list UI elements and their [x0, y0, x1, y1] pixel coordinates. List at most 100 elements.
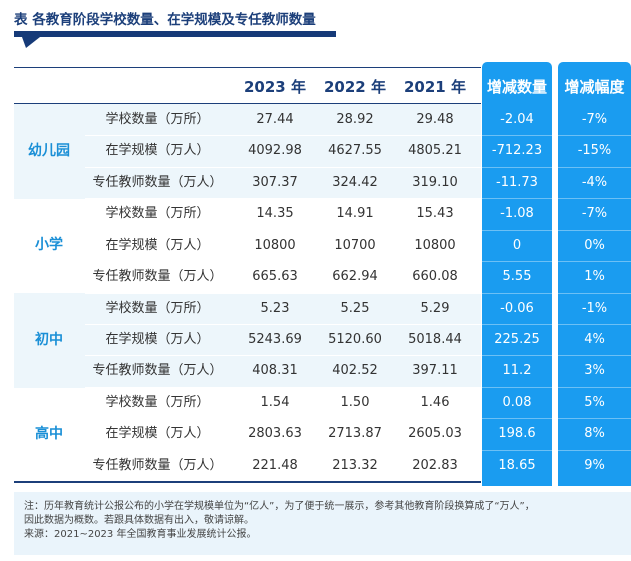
source-line: 来源：2021~2023 年全国教育事业发展统计公报。: [24, 529, 257, 540]
change-value: -2.04: [500, 112, 534, 127]
row-divider: [558, 323, 631, 325]
value-2022: 5.25: [340, 300, 370, 316]
header-bottom-rule: [14, 103, 481, 104]
metric-label: 学校数量（万所）: [105, 112, 210, 127]
row-divider: [85, 261, 481, 263]
row-divider: [558, 135, 631, 137]
value-2021: 10800: [414, 237, 456, 253]
change-value: -1.08: [500, 206, 534, 222]
row-divider: [558, 292, 631, 294]
change-percent: 9%: [584, 457, 605, 473]
value-2021: 5018.44: [408, 331, 462, 347]
change-value: -712.23: [491, 143, 543, 159]
value-2021: 1.46: [420, 394, 450, 410]
header-top-rule: [14, 67, 481, 68]
row-divider: [558, 355, 631, 357]
row-divider: [85, 355, 481, 357]
value-2021: 15.43: [416, 206, 454, 222]
table-row: 学校数量（万所） 1.54 1.50 1.46 0.08 5%: [0, 387, 631, 418]
value-2021: 202.83: [412, 457, 458, 473]
row-divider: [558, 229, 631, 231]
row-divider: [558, 418, 631, 420]
value-2021: 397.11: [412, 363, 458, 379]
group-label: 初中: [35, 331, 63, 348]
value-2023: 408.31: [252, 363, 298, 379]
metric-label: 在学规模（万人）: [105, 331, 210, 347]
header-2022: 2022 年: [324, 78, 386, 96]
percent-column-bg: [558, 62, 631, 486]
row-divider: [482, 198, 552, 200]
table-row: 学校数量（万所） 27.44 28.92 29.48 -2.04 -7%: [0, 104, 631, 135]
metric-label: 学校数量（万所）: [105, 300, 210, 316]
row-divider: [558, 386, 631, 388]
metric-label: 专任教师数量（万人）: [92, 457, 223, 473]
change-percent: -15%: [577, 143, 612, 159]
metric-label: 在学规模（万人）: [105, 237, 210, 253]
change-percent: -7%: [581, 206, 608, 222]
value-2022: 213.32: [332, 457, 378, 473]
change-percent: -7%: [581, 112, 608, 127]
change-value: 0.08: [502, 394, 532, 410]
row-divider: [85, 292, 481, 294]
row-divider: [482, 449, 552, 451]
value-2023: 5.23: [260, 300, 290, 316]
change-percent: -4%: [581, 174, 608, 190]
table-row: 在学规模（万人） 10800 10700 10800 0 0%: [0, 230, 631, 261]
metric-label: 学校数量（万所）: [105, 394, 210, 410]
change-percent: 8%: [584, 426, 605, 442]
table-row: 在学规模（万人） 2803.63 2713.87 2605.03 198.6 8%: [0, 418, 631, 449]
row-divider: [482, 418, 552, 420]
value-2023: 221.48: [252, 457, 298, 473]
row-divider: [482, 135, 552, 137]
value-2022: 10700: [334, 237, 376, 253]
row-divider: [482, 166, 552, 168]
table-row: 学校数量（万所） 14.35 14.91 15.43 -1.08 -7%: [0, 198, 631, 229]
change-value: 0: [512, 237, 522, 253]
row-divider: [482, 323, 552, 325]
change-value: -0.06: [500, 300, 534, 316]
value-2023: 2803.63: [248, 426, 302, 442]
metric-label: 学校数量（万所）: [105, 206, 210, 222]
value-2022: 5120.60: [328, 331, 382, 347]
value-2023: 10800: [254, 237, 296, 253]
group-label: 高中: [35, 425, 63, 442]
metric-label: 在学规模（万人）: [105, 426, 210, 442]
value-2022: 662.94: [332, 269, 378, 285]
change-value: 11.2: [502, 363, 532, 379]
table-row: 学校数量（万所） 5.23 5.25 5.29 -0.06 -1%: [0, 293, 631, 324]
row-divider: [85, 386, 481, 388]
title-underline: [14, 31, 336, 37]
table-row: 在学规模（万人） 4092.98 4627.55 4805.21 -712.23 -15%: [0, 135, 631, 166]
value-2022: 14.91: [336, 206, 374, 222]
row-divider: [482, 292, 552, 294]
row-divider: [482, 229, 552, 231]
row-divider: [558, 449, 631, 451]
value-2022: 28.92: [336, 112, 374, 127]
row-divider: [85, 198, 481, 200]
value-2021: 319.10: [412, 174, 458, 190]
value-2023: 27.44: [256, 112, 294, 127]
metric-label: 在学规模（万人）: [105, 143, 210, 159]
value-2021: 4805.21: [408, 143, 462, 159]
footnote: 注：历年教育统计公报公布的小学在学规模单位为“亿人”，为了便于统一展示，参考其他…: [14, 492, 631, 555]
title-notch: [22, 37, 40, 48]
metric-label: 专任教师数量（万人）: [92, 363, 223, 379]
value-2023: 1.54: [260, 394, 290, 410]
value-2021: 660.08: [412, 269, 458, 285]
row-divider: [85, 323, 481, 325]
value-2023: 665.63: [252, 269, 298, 285]
value-2023: 4092.98: [248, 143, 302, 159]
row-divider: [85, 418, 481, 420]
metric-label: 专任教师数量（万人）: [92, 269, 223, 285]
row-divider: [558, 261, 631, 263]
table-bottom-rule: [14, 481, 481, 483]
change-percent: 5%: [584, 394, 605, 410]
group-label: 小学: [35, 237, 63, 254]
header-2023: 2023 年: [244, 78, 306, 96]
group-label: 幼儿园: [28, 143, 70, 159]
row-divider: [85, 229, 481, 231]
value-2021: 29.48: [416, 112, 454, 127]
value-2022: 2713.87: [328, 426, 382, 442]
row-divider: [482, 261, 552, 263]
table-row: 专任教师数量（万人） 665.63 662.94 660.08 5.55 1%: [0, 261, 631, 292]
